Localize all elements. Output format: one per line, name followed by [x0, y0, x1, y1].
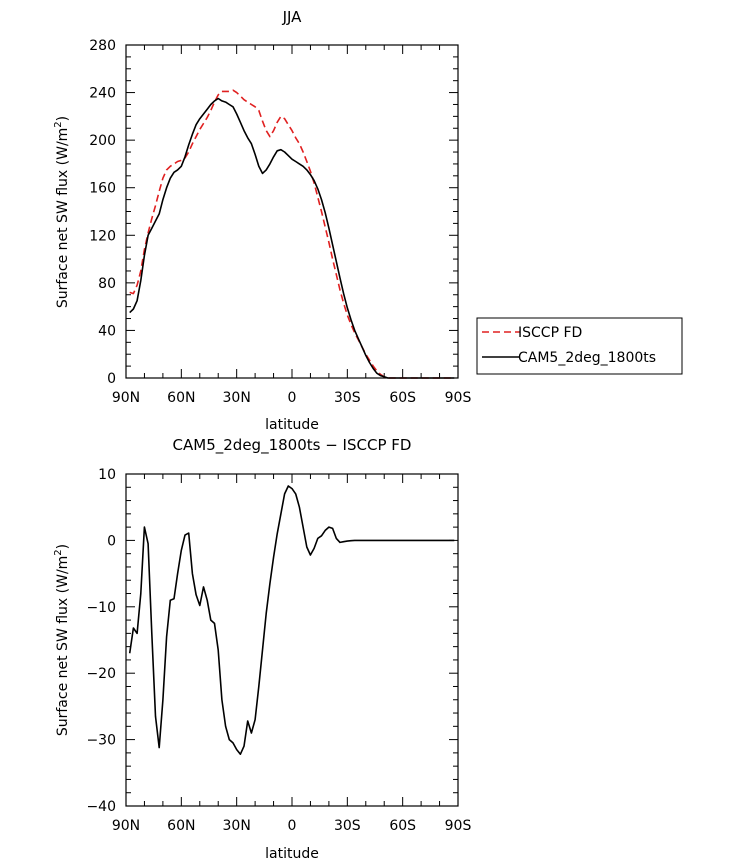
y-axis-label-sup: 2	[53, 121, 64, 127]
y-axis-label: Surface net SW flux (W/m2)	[53, 544, 71, 736]
legend-label-cam5: CAM5_2deg_1800ts	[518, 350, 656, 366]
y-axis-label-end: )	[55, 544, 71, 549]
x-tick-label: 90S	[445, 390, 472, 406]
panel-jja: JJA 0 40 80 120 160 200 240 280 90N 60N 30N 0 30S 60…	[53, 8, 683, 433]
series-group	[129, 89, 455, 379]
chart-title: CAM5_2deg_1800ts − ISCCP FD	[173, 436, 412, 455]
y-axis-label-main: Surface net SW flux (W/m	[55, 128, 71, 308]
x-tick-label: 60N	[167, 390, 195, 406]
x-tick-labels: 90N 60N 30N 0 30S 60S 90S	[112, 818, 472, 834]
x-axis-label: latitude	[265, 846, 319, 862]
y-tick-label: 160	[89, 181, 116, 197]
y-tick-label: 200	[89, 133, 116, 149]
x-tick-label: 30S	[334, 390, 361, 406]
legend-box	[476, 317, 683, 375]
y-tick-labels: 0 40 80 120 160 200 240 280	[89, 38, 116, 387]
x-tick-label: 30N	[223, 390, 251, 406]
x-tick-label: 30S	[334, 818, 361, 834]
y-axis-label-sup: 2	[53, 549, 64, 555]
plot-frame	[125, 44, 459, 379]
x-tick-label: 60S	[389, 390, 416, 406]
x-tick-label: 30N	[223, 818, 251, 834]
x-tick-label: 60N	[167, 818, 195, 834]
y-tick-labels: −40 −30 −20 −10 0 10	[86, 467, 116, 815]
x-tick-label: 90N	[112, 390, 140, 406]
series-line-diff-0	[128, 485, 455, 756]
y-tick-label: −20	[86, 666, 116, 682]
y-tick-label: 0	[107, 533, 116, 549]
x-tick-label: 60S	[389, 818, 416, 834]
y-tick-label: −30	[86, 733, 116, 749]
y-axis-label-end: )	[55, 116, 71, 121]
plot-frame	[125, 473, 459, 807]
x-axis-label: latitude	[265, 417, 319, 433]
y-tick-label: 80	[98, 276, 116, 292]
y-axis-label-main: Surface net SW flux (W/m	[55, 556, 71, 736]
panel-difference: CAM5_2deg_1800ts − ISCCP FD −40 −30 −20 −10…	[53, 436, 471, 862]
series-group	[128, 485, 455, 756]
legend: ISCCP FD CAM5_2deg_1800ts	[476, 317, 683, 375]
x-tick-label: 90N	[112, 818, 140, 834]
y-tick-label: −40	[86, 799, 116, 815]
tick-marks	[125, 44, 459, 379]
x-tick-labels: 90N 60N 30N 0 30S 60S 90S	[112, 390, 472, 406]
y-tick-label: 120	[89, 228, 116, 244]
y-tick-label: 240	[89, 86, 116, 102]
y-axis-label: Surface net SW flux (W/m2)	[53, 116, 71, 308]
legend-label-isccp: ISCCP FD	[518, 325, 582, 341]
y-tick-label: 10	[98, 467, 116, 483]
y-tick-label: 40	[98, 323, 116, 339]
y-tick-label: −10	[86, 600, 116, 616]
x-tick-label: 0	[288, 390, 297, 406]
series-line-cam5-2deg-1800ts	[129, 97, 455, 379]
y-tick-label: 280	[89, 38, 116, 54]
y-tick-label: 0	[107, 371, 116, 387]
tick-marks	[125, 473, 459, 807]
chart-title: JJA	[282, 8, 303, 26]
x-tick-label: 90S	[445, 818, 472, 834]
x-tick-label: 0	[288, 818, 297, 834]
series-line-isccp-fd	[129, 89, 455, 379]
